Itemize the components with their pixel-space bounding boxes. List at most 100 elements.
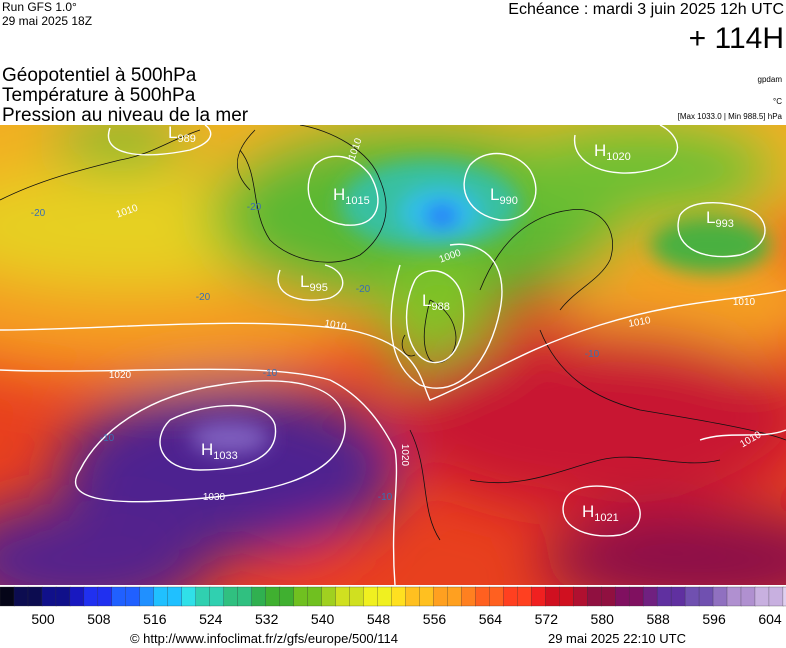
colorbar-swatch xyxy=(670,586,686,607)
colorbar-swatch xyxy=(573,586,588,607)
colorbar-swatch xyxy=(293,586,309,607)
colorbar-tick-label: 588 xyxy=(646,611,670,627)
pressure-center: H1015 xyxy=(333,185,370,207)
colorbar-swatch xyxy=(279,586,295,607)
colorbar-tick-label: 532 xyxy=(255,611,279,627)
center-value: 1033 xyxy=(213,450,237,462)
pressure-center: L995 xyxy=(300,272,328,294)
colorbar-swatch xyxy=(475,586,490,607)
colorbar-swatch xyxy=(461,586,476,607)
center-value: 995 xyxy=(309,282,327,294)
colorbar-swatch xyxy=(391,586,407,607)
colorbar-swatch xyxy=(698,586,714,607)
colorbar-swatch xyxy=(13,586,29,607)
colorbar-swatch xyxy=(349,586,365,607)
center-type: H xyxy=(333,185,345,204)
pressure-center: L989 xyxy=(168,123,196,145)
unit: gpdam xyxy=(758,75,783,84)
colorbar-swatch xyxy=(768,586,784,607)
field-title: Pression au niveau de la mer xyxy=(2,105,249,126)
colorbar-swatch xyxy=(712,586,728,607)
temperature-label: -10 xyxy=(100,433,115,444)
colorbar-swatch xyxy=(69,586,85,607)
center-type: H xyxy=(201,440,213,459)
center-type: H xyxy=(582,502,594,521)
temperature-label: -10 xyxy=(263,368,278,379)
pressure-center: H1021 xyxy=(582,502,619,524)
colorbar-tick-label: 548 xyxy=(367,611,391,627)
colorbar-swatch xyxy=(181,586,197,607)
run: Run GFS 1.0° xyxy=(2,0,77,14)
colorbar-swatch xyxy=(153,586,169,607)
colorbar-swatch xyxy=(726,586,742,607)
colorbar-swatch xyxy=(321,586,337,607)
pressure-center: H1033 xyxy=(201,440,238,462)
colorbar-swatch xyxy=(209,586,225,607)
colorbar-swatch xyxy=(27,586,43,607)
colorbar-swatch xyxy=(517,586,532,607)
footer-source: © http://www.infoclimat.fr/z/gfs/europe/… xyxy=(130,631,398,646)
colorbar-swatch xyxy=(251,586,267,607)
center-type: H xyxy=(594,141,606,160)
colorbar-tick-label: 508 xyxy=(87,611,111,627)
pressure-center: L988 xyxy=(422,291,450,313)
center-value: 988 xyxy=(431,301,449,313)
colorbar-swatch xyxy=(419,586,435,607)
field xyxy=(0,125,786,585)
footer-date: 29 mai 2025 22:10 UTC xyxy=(548,631,686,646)
colorbar-tick-label: 556 xyxy=(423,611,447,627)
colorbar-tick-label: 580 xyxy=(591,611,615,627)
colorbar-swatch xyxy=(503,586,518,607)
unit: [Max 1033.0 | Min 988.5] hPa xyxy=(678,112,783,121)
unit: °C xyxy=(773,97,782,106)
colorbar-tick-label: 516 xyxy=(143,611,167,627)
pressure-center: L990 xyxy=(490,185,518,207)
isobar-label: 1010 xyxy=(324,318,348,333)
temperature-label: -20 xyxy=(196,292,211,303)
isobar-label: 1010 xyxy=(628,315,652,330)
colorbar-swatch xyxy=(377,586,393,607)
colorbar-tick-label: 572 xyxy=(535,611,559,627)
center-value: 989 xyxy=(177,133,195,145)
temperature-label: -20 xyxy=(31,208,46,219)
colorbar-swatch xyxy=(433,586,449,607)
isobar-label: 1020 xyxy=(399,444,410,467)
field-title: Géopotentiel à 500hPa xyxy=(2,65,197,86)
temperature-label: -10 xyxy=(585,349,600,360)
colorbar-tick-label: 604 xyxy=(758,611,782,627)
isobar-label: 1020 xyxy=(109,370,132,381)
colorbar-swatch xyxy=(111,586,127,607)
colorbar-swatch xyxy=(531,586,546,607)
pressure-center: H1020 xyxy=(594,141,631,163)
colorbar-swatch xyxy=(559,586,574,607)
colorbar-swatch xyxy=(363,586,379,607)
colorbar-swatch xyxy=(41,586,57,607)
colorbar-swatch xyxy=(545,586,560,607)
colorbar-swatch xyxy=(615,586,630,607)
colorbar-swatch xyxy=(55,586,71,607)
run-date: 29 mai 2025 18Z xyxy=(2,14,92,28)
colorbar-swatch xyxy=(195,586,211,607)
colorbar-swatch xyxy=(335,586,351,607)
colorbar-swatch xyxy=(447,586,463,607)
colorbar-tick-label: 500 xyxy=(31,611,55,627)
colorbar-swatch xyxy=(628,586,644,607)
center-type: L xyxy=(422,291,431,310)
forecast: Echéance : mardi 3 juin 2025 12h UTC xyxy=(508,1,784,18)
field-title: Température à 500hPa xyxy=(2,85,196,106)
colorbar-swatch xyxy=(601,586,616,607)
colorbar-tick-label: 524 xyxy=(199,611,223,627)
center-value: 1015 xyxy=(345,195,369,207)
colorbar-swatch xyxy=(405,586,421,607)
center-type: L xyxy=(300,272,309,291)
temperature-label: -10 xyxy=(378,492,393,503)
pressure-center: L993 xyxy=(706,208,734,230)
colorbar-swatch xyxy=(125,586,141,607)
colorbar-swatch xyxy=(307,586,323,607)
temperature-label: -20 xyxy=(356,284,371,295)
colorbar-swatch xyxy=(740,586,756,607)
isobar-label: 1010 xyxy=(733,297,756,308)
center-value: 993 xyxy=(715,218,733,230)
center-type: L xyxy=(168,123,177,142)
